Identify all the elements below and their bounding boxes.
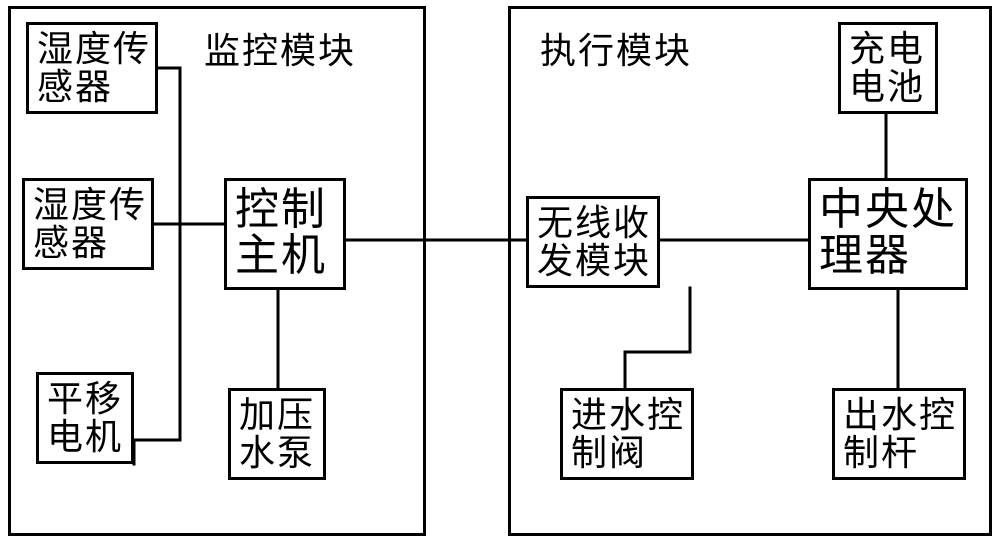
node-label: 进水控 制阀 bbox=[571, 397, 685, 473]
node-humidity-sensor-2: 湿度传 感器 bbox=[22, 178, 154, 270]
node-pan-motor: 平移 电机 bbox=[36, 372, 134, 464]
node-wireless-module: 无线收 发模块 bbox=[526, 196, 660, 288]
node-label: 湿度传 感器 bbox=[37, 31, 151, 107]
node-inlet-valve: 进水控 制阀 bbox=[560, 388, 694, 480]
node-battery: 充电 电池 bbox=[838, 22, 938, 114]
node-label: 控制 主机 bbox=[235, 187, 327, 279]
node-label: 充电 电池 bbox=[849, 31, 925, 107]
node-label: 平移 电机 bbox=[47, 381, 123, 457]
node-humidity-sensor-1: 湿度传 感器 bbox=[26, 22, 158, 114]
node-label: 加压 水泵 bbox=[239, 397, 315, 473]
node-cpu: 中央处 理器 bbox=[808, 178, 968, 290]
diagram-canvas: 监控模块 执行模块 湿度传 感器 湿度传 感器 平移 电机 控制 主机 加压 水… bbox=[0, 0, 1000, 544]
node-outlet-rod: 出水控 制杆 bbox=[832, 388, 966, 480]
module-monitor-title: 监控模块 bbox=[204, 32, 356, 72]
node-pressure-pump: 加压 水泵 bbox=[228, 388, 326, 480]
node-label: 湿度传 感器 bbox=[33, 187, 147, 263]
node-label: 中央处 理器 bbox=[819, 187, 957, 279]
node-control-host: 控制 主机 bbox=[224, 178, 346, 290]
node-label: 无线收 发模块 bbox=[537, 205, 651, 281]
node-label: 出水控 制杆 bbox=[843, 397, 957, 473]
module-exec-title: 执行模块 bbox=[540, 32, 692, 72]
